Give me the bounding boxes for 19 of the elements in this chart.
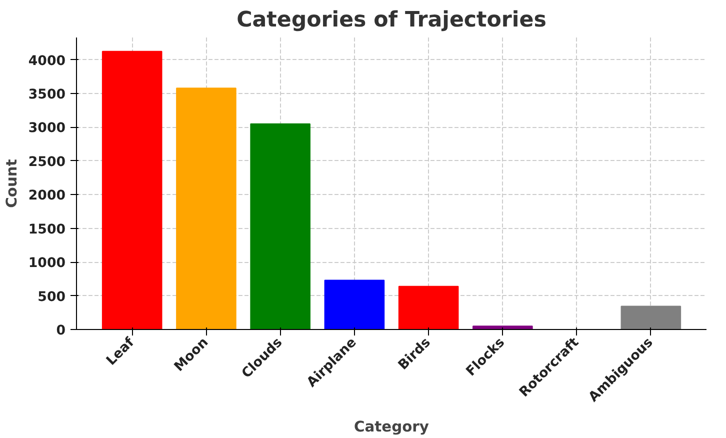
- y-tick-label: 0: [56, 324, 66, 338]
- y-tick-label: 2000: [28, 188, 66, 204]
- y-axis-title: Count: [3, 159, 20, 208]
- bar: [620, 306, 682, 330]
- x-axis-title: Category: [354, 418, 430, 436]
- bar: [250, 123, 310, 330]
- y-tick-label: 500: [38, 290, 66, 305]
- y-tick-label: 3500: [28, 87, 66, 102]
- y-tick-label: 1500: [28, 222, 66, 238]
- chart-title: Categories of Trajectories: [236, 8, 546, 32]
- bar: [102, 50, 162, 330]
- bar: [472, 326, 533, 330]
- bar: [324, 280, 385, 330]
- y-tick-label: 4000: [28, 54, 66, 69]
- bar: [398, 286, 459, 330]
- y-tick-label: 2500: [28, 154, 66, 170]
- bar: [176, 88, 236, 330]
- y-tick-label: 1000: [28, 256, 66, 272]
- y-tick-label: 3000: [28, 121, 66, 136]
